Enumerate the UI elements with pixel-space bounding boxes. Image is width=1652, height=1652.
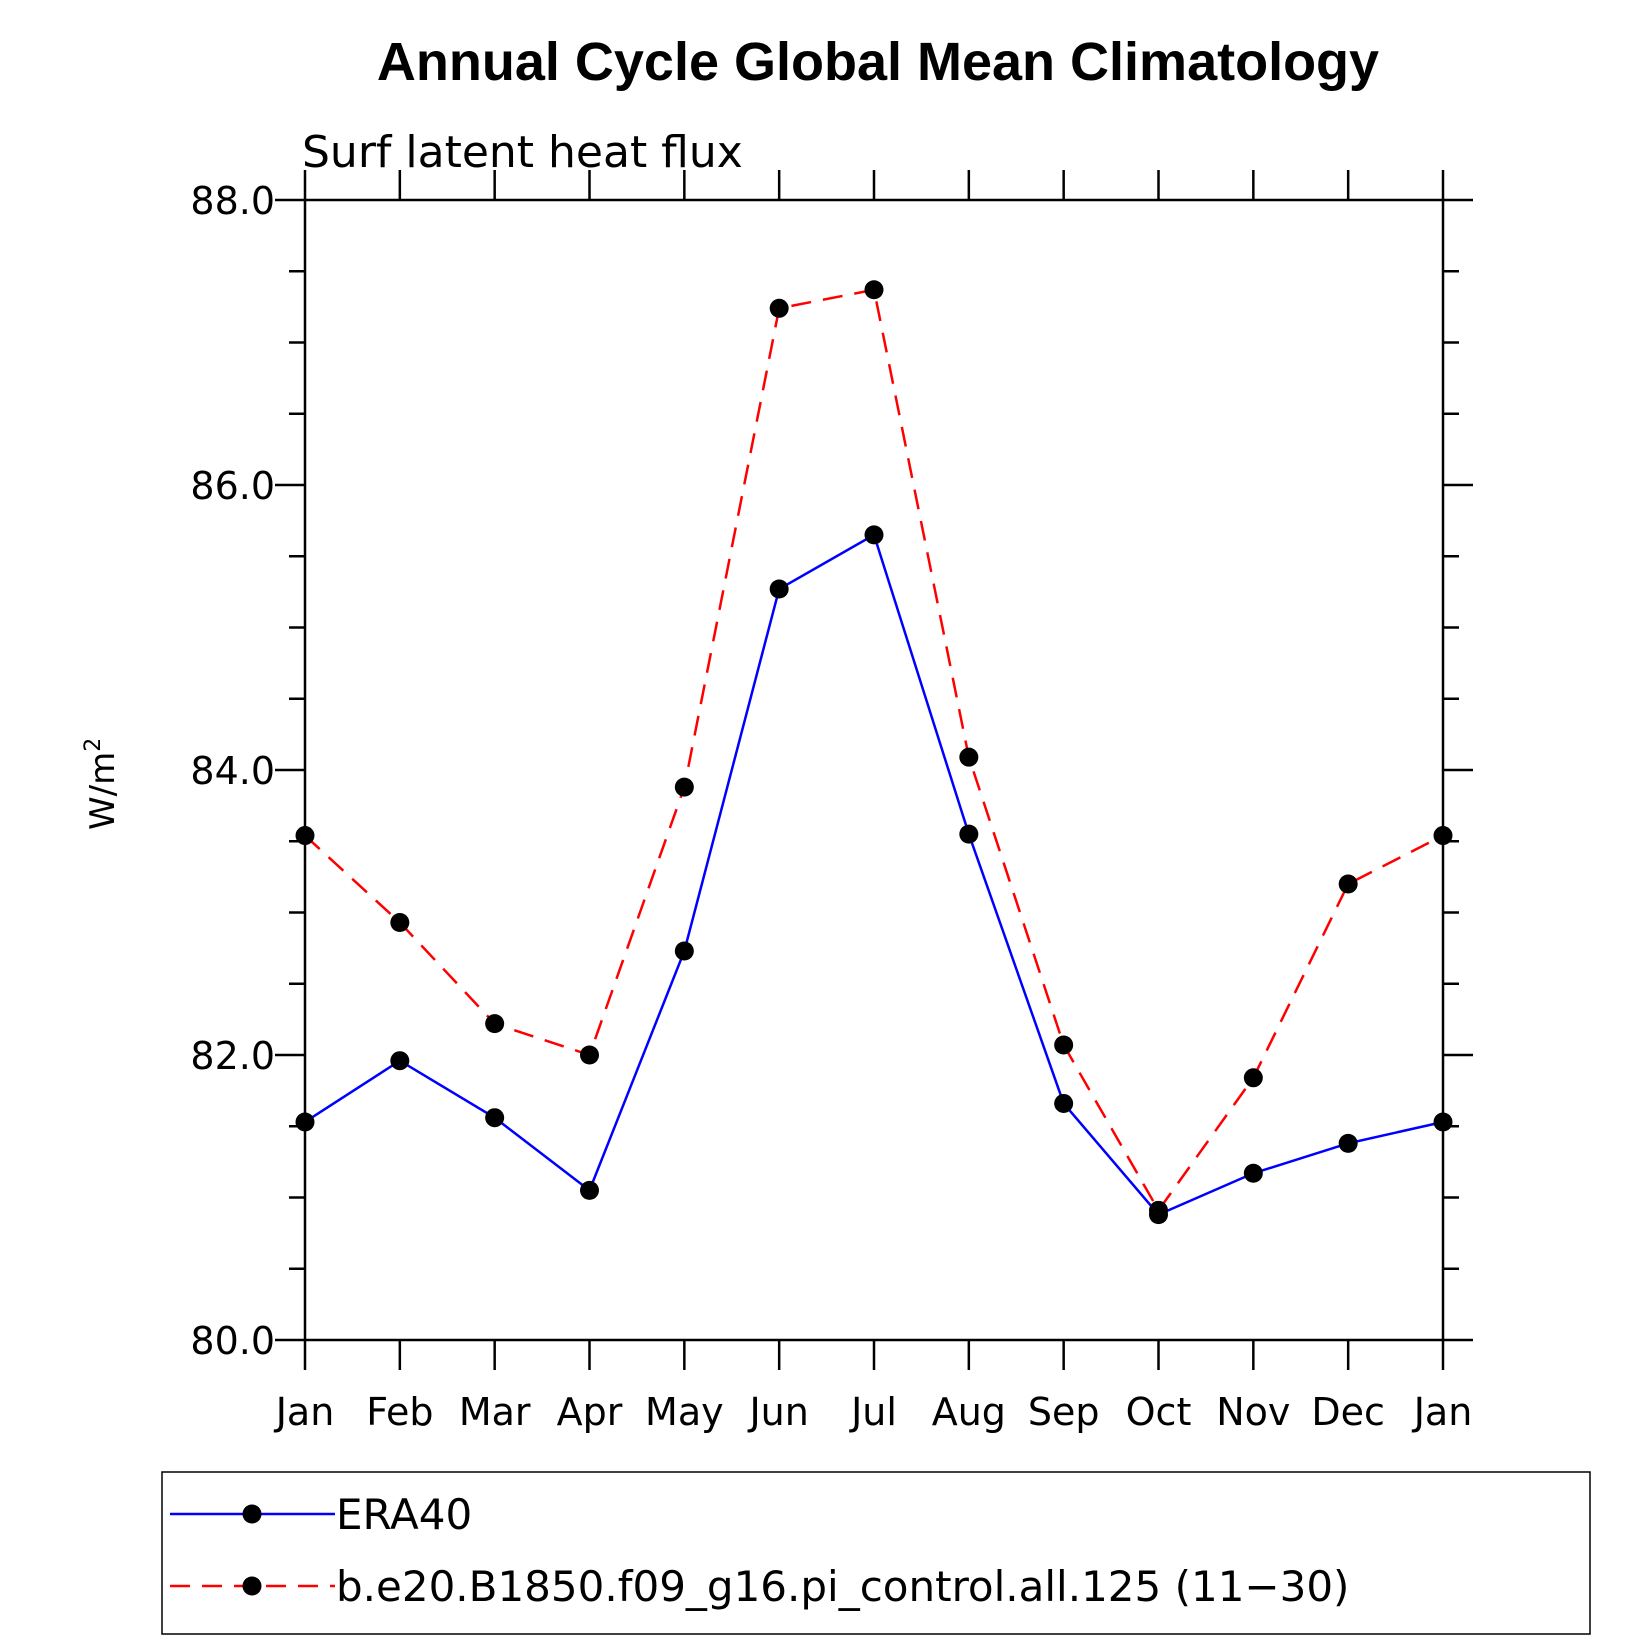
data-point-series-1 [674, 777, 694, 797]
data-point-series-1 [1243, 1068, 1263, 1088]
chart-subtitle: Surf latent heat flux [302, 127, 743, 178]
data-point-series-0 [485, 1108, 505, 1128]
series-line-0 [304, 533, 1444, 1217]
y-tick-label: 88.0 [190, 179, 275, 223]
data-point-series-1 [390, 912, 410, 932]
x-tick-label: Aug [932, 1390, 1006, 1434]
data-point-series-1 [485, 1014, 505, 1034]
data-point-series-0 [674, 941, 694, 961]
data-point-series-0 [864, 525, 884, 545]
x-tick-label: Dec [1311, 1390, 1385, 1434]
x-tick-label: Oct [1126, 1390, 1192, 1434]
y-tick-label: 84.0 [190, 749, 275, 793]
x-tick-label: Apr [557, 1390, 623, 1434]
x-tick-label: Jan [274, 1390, 335, 1434]
data-point-series-0 [1054, 1093, 1074, 1113]
y-axis-label: W/m2 [81, 738, 123, 830]
x-tick-label: Feb [366, 1390, 433, 1434]
plot-area [303, 198, 1445, 1342]
data-point-series-1 [1149, 1200, 1168, 1220]
x-tick-label: Sep [1028, 1390, 1100, 1434]
x-tick-label: Nov [1216, 1390, 1290, 1434]
plot-border [303, 198, 1445, 1342]
legend-label-0: ERA40 [336, 1490, 472, 1539]
series-points [295, 280, 1453, 1225]
series-lines [304, 288, 1444, 1217]
data-point-series-0 [295, 1112, 315, 1132]
data-point-series-0 [580, 1180, 599, 1200]
x-axis: Jan Feb Mar Apr May Jun Jul Aug Sep Oct Nov Dec Jan [274, 170, 1473, 1434]
y-axis-label-unit: W/m [83, 752, 123, 830]
x-tick-label: Jul [849, 1390, 897, 1434]
data-point-series-0 [1338, 1133, 1358, 1153]
data-point-series-1 [295, 826, 315, 846]
legend-marker-0 [242, 1504, 262, 1524]
y-tick-label: 80.0 [190, 1319, 275, 1363]
x-tick-label: May [645, 1390, 724, 1434]
data-point-series-0 [959, 824, 979, 844]
data-point-series-0 [1243, 1163, 1263, 1183]
x-tick-label: Mar [459, 1390, 531, 1434]
legend-box [161, 1471, 1591, 1635]
x-tick-label: Jun [747, 1390, 808, 1434]
y-tick-label: 82.0 [190, 1034, 275, 1078]
y-axis-label-exponent: 2 [81, 738, 106, 752]
y-tick-label: 86.0 [190, 464, 275, 508]
x-tick-label: Jan [1412, 1390, 1473, 1434]
data-point-series-1 [1054, 1035, 1074, 1055]
data-point-series-1 [769, 298, 789, 318]
data-point-series-1 [864, 280, 884, 300]
y-axis: 80.0 82.0 84.0 86.0 88.0 [190, 179, 1473, 1363]
legend: ERA40 b.e20.B1850.f09_g16.pi_control.all.… [161, 1471, 1591, 1635]
legend-marker-1 [242, 1576, 262, 1596]
data-point-series-0 [769, 579, 789, 599]
data-point-series-1 [580, 1045, 599, 1065]
series-line-1 [304, 288, 1444, 1213]
chart-title: Annual Cycle Global Mean Climatology [377, 32, 1379, 92]
data-point-series-0 [390, 1051, 410, 1071]
data-point-series-1 [1338, 874, 1358, 894]
data-point-series-0 [1433, 1112, 1453, 1132]
data-point-series-1 [1433, 826, 1453, 846]
data-point-series-1 [959, 747, 979, 767]
legend-label-1: b.e20.B1850.f09_g16.pi_control.all.125 (… [336, 1562, 1349, 1611]
